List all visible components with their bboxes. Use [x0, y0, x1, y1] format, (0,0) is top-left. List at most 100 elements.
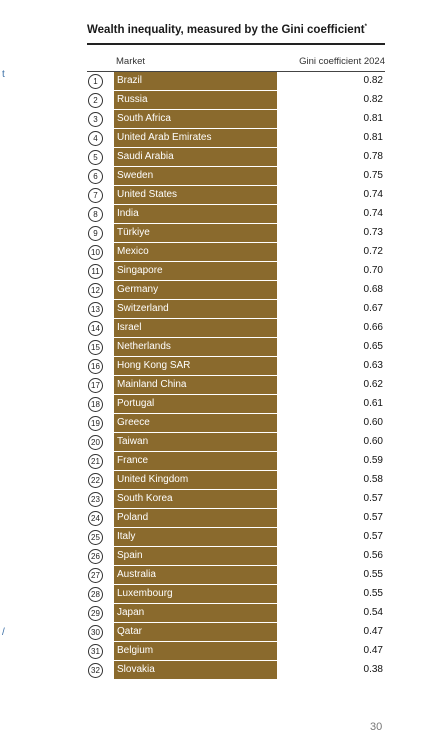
- page-title: Wealth inequality, measured by the Gini …: [87, 24, 407, 36]
- rank-badge: 1: [88, 74, 103, 89]
- rank-badge: 27: [88, 568, 103, 583]
- market-cell: [114, 300, 277, 319]
- gini-value: 0.73: [363, 227, 383, 238]
- market-name: Japan: [117, 607, 145, 618]
- gini-value: 0.67: [363, 303, 383, 314]
- market-cell: [114, 623, 277, 642]
- cell-separator: [114, 147, 385, 148]
- rank-badge: 16: [88, 359, 103, 374]
- cell-separator: [114, 470, 385, 471]
- cell-separator: [114, 242, 385, 243]
- cell-separator: [114, 318, 385, 319]
- market-cell: [114, 72, 277, 91]
- cell-separator: [114, 413, 385, 414]
- gini-value: 0.66: [363, 322, 383, 333]
- table-row: 29 Japan 0.54: [87, 604, 385, 623]
- cell-separator: [114, 337, 385, 338]
- title-text: Wealth inequality, measured by the Gini …: [87, 24, 365, 36]
- table-row: 7 United States 0.74: [87, 186, 385, 205]
- cell-separator: [114, 394, 385, 395]
- table-row: 11 Singapore 0.70: [87, 262, 385, 281]
- market-name: Saudi Arabia: [117, 151, 174, 162]
- market-cell: [114, 642, 277, 661]
- market-cell: [114, 395, 277, 414]
- cell-separator: [114, 185, 385, 186]
- table-row: 8 India 0.74: [87, 205, 385, 224]
- rank-badge: 3: [88, 112, 103, 127]
- rank-badge: 26: [88, 549, 103, 564]
- gini-value: 0.47: [363, 626, 383, 637]
- gini-value: 0.63: [363, 360, 383, 371]
- table-row: 23 South Korea 0.57: [87, 490, 385, 509]
- market-cell: [114, 319, 277, 338]
- cell-separator: [114, 565, 385, 566]
- market-cell: [114, 566, 277, 585]
- gini-value: 0.57: [363, 531, 383, 542]
- market-cell: [114, 338, 277, 357]
- table-row: 32 Slovakia 0.38: [87, 661, 385, 680]
- market-cell: [114, 433, 277, 452]
- rank-badge: 20: [88, 435, 103, 450]
- table-row: 24 Poland 0.57: [87, 509, 385, 528]
- gini-value: 0.54: [363, 607, 383, 618]
- gini-value: 0.82: [363, 94, 383, 105]
- market-name: Israel: [117, 322, 142, 333]
- gini-table: 1 Brazil 0.82 2 Russia 0.82 3 South Africa 0.81 4…: [87, 72, 385, 680]
- table-row: 15 Netherlands 0.65: [87, 338, 385, 357]
- rank-badge: 17: [88, 378, 103, 393]
- table-row: 21 France 0.59: [87, 452, 385, 471]
- cell-separator: [114, 109, 385, 110]
- rank-badge: 31: [88, 644, 103, 659]
- cell-separator: [114, 299, 385, 300]
- market-cell: [114, 452, 277, 471]
- rank-badge: 21: [88, 454, 103, 469]
- edge-mark-bottom: /: [2, 627, 5, 638]
- table-row: 9 Türkiye 0.73: [87, 224, 385, 243]
- market-name: Singapore: [117, 265, 163, 276]
- market-cell: [114, 262, 277, 281]
- market-cell: [114, 414, 277, 433]
- title-footnote-mark: *: [364, 24, 367, 31]
- gini-value: 0.58: [363, 474, 383, 485]
- gini-value: 0.74: [363, 208, 383, 219]
- gini-value: 0.81: [363, 132, 383, 143]
- market-cell: [114, 661, 277, 680]
- rank-badge: 30: [88, 625, 103, 640]
- page-number: 30: [370, 721, 383, 733]
- gini-value: 0.68: [363, 284, 383, 295]
- rank-badge: 29: [88, 606, 103, 621]
- market-cell: [114, 205, 277, 224]
- market-name: Portugal: [117, 398, 155, 409]
- market-name: Poland: [117, 512, 149, 523]
- gini-value: 0.65: [363, 341, 383, 352]
- market-name: India: [117, 208, 139, 219]
- gini-value: 0.75: [363, 170, 383, 181]
- cell-separator: [114, 508, 385, 509]
- gini-value: 0.72: [363, 246, 383, 257]
- market-name: Luxembourg: [117, 588, 173, 599]
- table-row: 19 Greece 0.60: [87, 414, 385, 433]
- rank-badge: 5: [88, 150, 103, 165]
- cell-separator: [114, 261, 385, 262]
- market-name: Germany: [117, 284, 159, 295]
- rank-badge: 12: [88, 283, 103, 298]
- market-cell: [114, 110, 277, 129]
- market-cell: [114, 490, 277, 509]
- market-cell: [114, 281, 277, 300]
- rank-badge: 13: [88, 302, 103, 317]
- gini-value: 0.62: [363, 379, 383, 390]
- table-row: 1 Brazil 0.82: [87, 72, 385, 91]
- cell-separator: [114, 489, 385, 490]
- gini-value: 0.57: [363, 493, 383, 504]
- table-row: 13 Switzerland 0.67: [87, 300, 385, 319]
- table-row: 26 Spain 0.56: [87, 547, 385, 566]
- table-row: 16 Hong Kong SAR 0.63: [87, 357, 385, 376]
- gini-value: 0.70: [363, 265, 383, 276]
- market-cell: [114, 148, 277, 167]
- table-row: 12 Germany 0.68: [87, 281, 385, 300]
- cell-separator: [114, 679, 385, 680]
- gini-value: 0.78: [363, 151, 383, 162]
- table-row: 25 Italy 0.57: [87, 528, 385, 547]
- rank-badge: 25: [88, 530, 103, 545]
- market-name: Switzerland: [117, 303, 169, 314]
